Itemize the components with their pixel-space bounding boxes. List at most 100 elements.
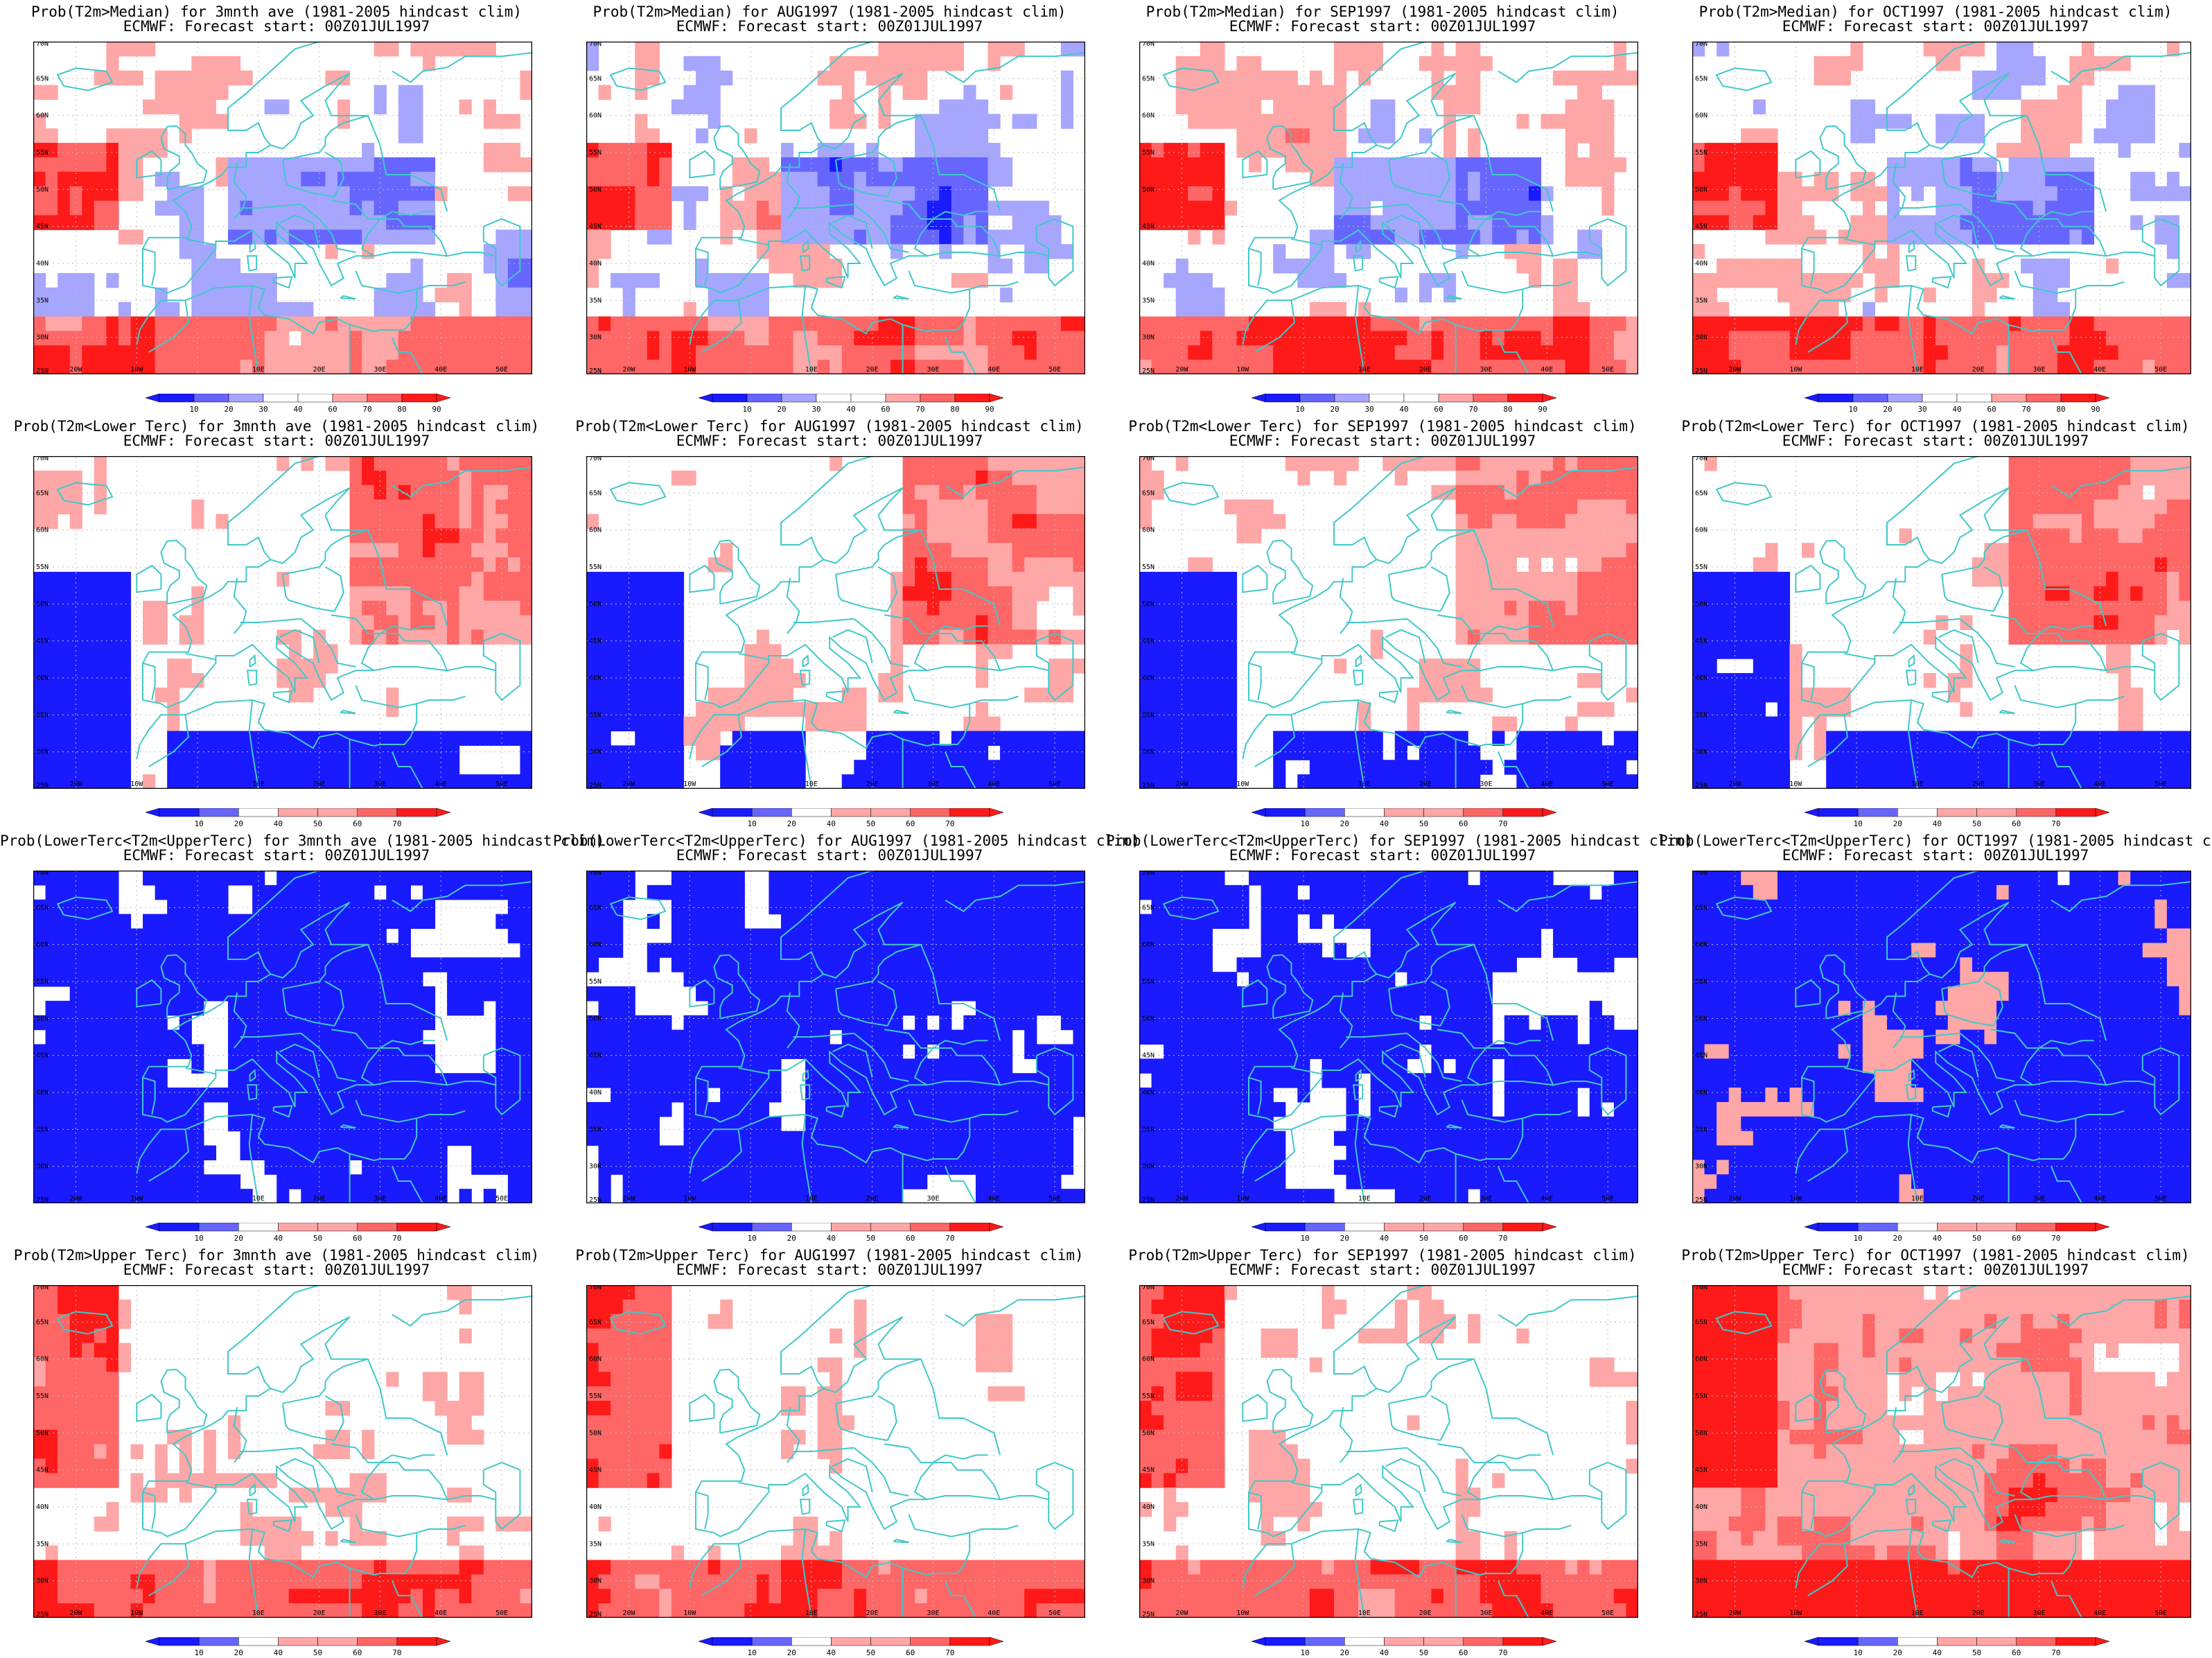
lat-tick-label: 55N [1142, 149, 1155, 157]
lat-tick-label: 70N [36, 871, 49, 877]
lon-tick-label: 50E [1048, 1195, 1061, 1203]
legend-label: 60 [906, 1648, 915, 1657]
lat-tick-label: 45N [589, 1052, 602, 1060]
lat-tick-label: 60N [1695, 112, 1708, 120]
lon-tick-label: 30E [2033, 780, 2045, 788]
lat-tick-label: 60N [589, 941, 602, 949]
lat-tick-label: 45N [1142, 638, 1155, 645]
legend-swatch [1403, 394, 1439, 403]
graticule [586, 871, 1085, 1203]
legend-swatch [1507, 394, 1543, 403]
lat-tick-label: 30N [1695, 1163, 1708, 1171]
europe-probability-map: 70N 65N 60N 55N 50N 45N 40N 35N 30N 25N 20W 10W 10E 2… [1692, 871, 2191, 1203]
lat-tick-label: 60N [36, 1356, 49, 1363]
probability-shading [586, 42, 1085, 374]
lon-tick-label: 10W [683, 366, 696, 374]
legend-label: 70 [1498, 1648, 1507, 1657]
legend-label: 50 [1972, 819, 1981, 828]
legend-swatch [263, 394, 299, 403]
lat-tick-label: 35N [1695, 1540, 1708, 1548]
lat-tick-label: 65N [1695, 75, 1708, 82]
legend-label: 60 [1459, 1234, 1468, 1243]
legend-swatch [1463, 808, 1504, 817]
lon-tick-label: 40E [2094, 366, 2106, 374]
legend-label: 10 [742, 405, 751, 414]
coastlines [1162, 1285, 1638, 1618]
lon-tick-label: 40E [1540, 780, 1553, 788]
lon-tick-label: 20E [866, 366, 879, 374]
lat-tick-label: 60N [589, 1356, 602, 1363]
panel-title: Prob(T2m<Lower Terc) for AUG1997 (1981-2… [575, 418, 1084, 435]
graticule [33, 871, 532, 1203]
legend-swatch [2060, 394, 2096, 403]
lat-tick-label: 30N [36, 1578, 49, 1585]
lon-tick-label: 40E [2094, 780, 2106, 788]
lat-tick-label: 50N [1142, 186, 1155, 193]
legend-swatch [1857, 808, 1898, 817]
lat-tick-label: 70N [1695, 456, 1708, 462]
coastlines [1162, 42, 1638, 374]
forecast-panel: Prob(T2m<Lower Terc) for OCT1997 (1981-2… [1659, 414, 2212, 829]
legend-swatch [1423, 1637, 1464, 1646]
lon-tick-label: 10W [1236, 366, 1249, 374]
lon-tick-label: 20W [1728, 1195, 1741, 1203]
lon-tick-label: 20W [622, 780, 635, 788]
panel-title: Prob(LowerTerc<T2m<UpperTerc) for AUG199… [553, 832, 1141, 849]
lat-tick-label: 35N [36, 711, 49, 719]
legend-label: 90 [1538, 405, 1547, 414]
lat-tick-label: 30N [36, 749, 49, 756]
graticule [1139, 456, 1638, 789]
probability-shading [1139, 42, 1638, 374]
lat-tick-label: 35N [1695, 1126, 1708, 1133]
lat-tick-label: 50N [36, 1015, 49, 1022]
lat-tick-label: 30N [589, 1578, 602, 1585]
lon-tick-label: 10W [1789, 1195, 1802, 1203]
lat-tick-label: 25N [1695, 367, 1708, 374]
legend-swatch [816, 394, 852, 403]
legend-swatch [1463, 1223, 1504, 1232]
legend-label: 50 [1419, 1234, 1428, 1243]
panel-title: Prob(T2m>Upper Terc) for 3mnth ave (1981… [13, 1247, 540, 1264]
legend-label: 80 [1503, 405, 1512, 414]
legend-swatch [1818, 808, 1859, 817]
lon-tick-label: 20E [313, 1195, 326, 1203]
legend-label: 10 [1301, 819, 1310, 828]
legend-swatch [910, 808, 951, 817]
legend-label: 40 [1380, 1648, 1389, 1657]
lon-tick-label: 40E [434, 1609, 447, 1617]
color-legend-bar: 10 20 40 50 60 70 [1805, 1223, 2109, 1243]
legend-label: 10 [748, 1648, 757, 1657]
panel-title: Prob(T2m>Median) for 3mnth ave (1981-200… [30, 3, 522, 20]
panel-subtitle: ECMWF: Forecast start: 00Z01JUL1997 [123, 18, 430, 35]
map-frame [1692, 1285, 2191, 1618]
lat-tick-label: 40N [1142, 1503, 1155, 1511]
legend-label: 60 [906, 1234, 915, 1243]
lon-tick-label: 50E [1048, 1609, 1061, 1617]
lat-tick-label: 25N [1695, 1611, 1708, 1618]
legend-swatch [954, 394, 990, 403]
forecast-panel: Prob(T2m<Lower Terc) for SEP1997 (1981-2… [1106, 414, 1659, 829]
lon-tick-label: 50E [495, 1609, 508, 1617]
legend-label: 60 [906, 819, 915, 828]
legend-label: 70 [2021, 405, 2030, 414]
map-frame [1139, 871, 1638, 1203]
probability-shading [586, 1285, 1085, 1618]
legend-label: 20 [234, 819, 243, 828]
legend-swatch [1818, 394, 1854, 403]
lon-tick-label: 50E [1601, 366, 1614, 374]
probability-shading [1139, 456, 1638, 789]
lat-tick-label: 35N [1142, 297, 1155, 304]
lon-tick-label: 10W [1789, 366, 1802, 374]
legend-swatch [1897, 1223, 1938, 1232]
legend-label: 60 [1459, 1648, 1468, 1657]
color-legend-bar: 10 20 40 50 60 70 [1252, 1223, 1556, 1243]
lat-tick-label: 50N [36, 600, 49, 608]
legend-label: 70 [945, 1234, 954, 1243]
lon-tick-label: 30E [1480, 1609, 1492, 1617]
forecast-panel: Prob(T2m>Upper Terc) for OCT1997 (1981-2… [1659, 1244, 2212, 1658]
europe-probability-map: 70N 65N 60N 55N 50N 45N 40N 35N 30N 25N 20W 10W 10E 2… [1139, 42, 1638, 374]
lat-tick-label: 45N [1142, 223, 1155, 231]
legend-label: 30 [811, 405, 820, 414]
europe-probability-map: 70N 65N 60N 55N 50N 45N 40N 35N 30N 25N 20W 10W 10E 2… [586, 871, 1085, 1203]
legend-swatch [870, 808, 911, 817]
